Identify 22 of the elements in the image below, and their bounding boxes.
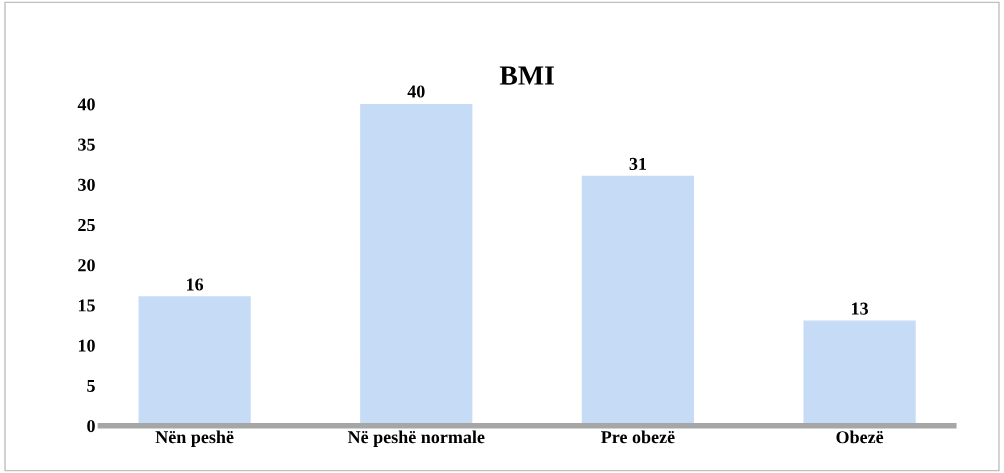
y-tick-label: 35	[78, 138, 95, 151]
bar	[581, 175, 695, 426]
bar	[360, 104, 473, 426]
y-tick-label: 15	[78, 299, 95, 312]
bar	[138, 296, 251, 426]
y-tick-label: 30	[78, 178, 95, 191]
y-tick-label: 40	[77, 98, 95, 111]
chart-title: BMI	[499, 66, 554, 85]
x-tick-label: Nën peshë	[155, 430, 234, 447]
data-label: 13	[852, 302, 868, 315]
data-label: 31	[629, 157, 647, 170]
y-tick-label: 0	[87, 419, 95, 433]
y-tick-label: 10	[78, 339, 95, 352]
data-label: 40	[407, 85, 425, 98]
data-label: 16	[187, 278, 204, 291]
y-tick-label: 25	[78, 218, 95, 232]
bar	[803, 320, 916, 426]
y-tick-label: 20	[78, 259, 95, 272]
x-tick-label: Obezë	[836, 430, 884, 444]
y-tick-label: 5	[87, 379, 95, 392]
x-tick-label: Pre obezë	[601, 430, 675, 444]
x-tick-label: Në peshë normale	[347, 430, 485, 447]
